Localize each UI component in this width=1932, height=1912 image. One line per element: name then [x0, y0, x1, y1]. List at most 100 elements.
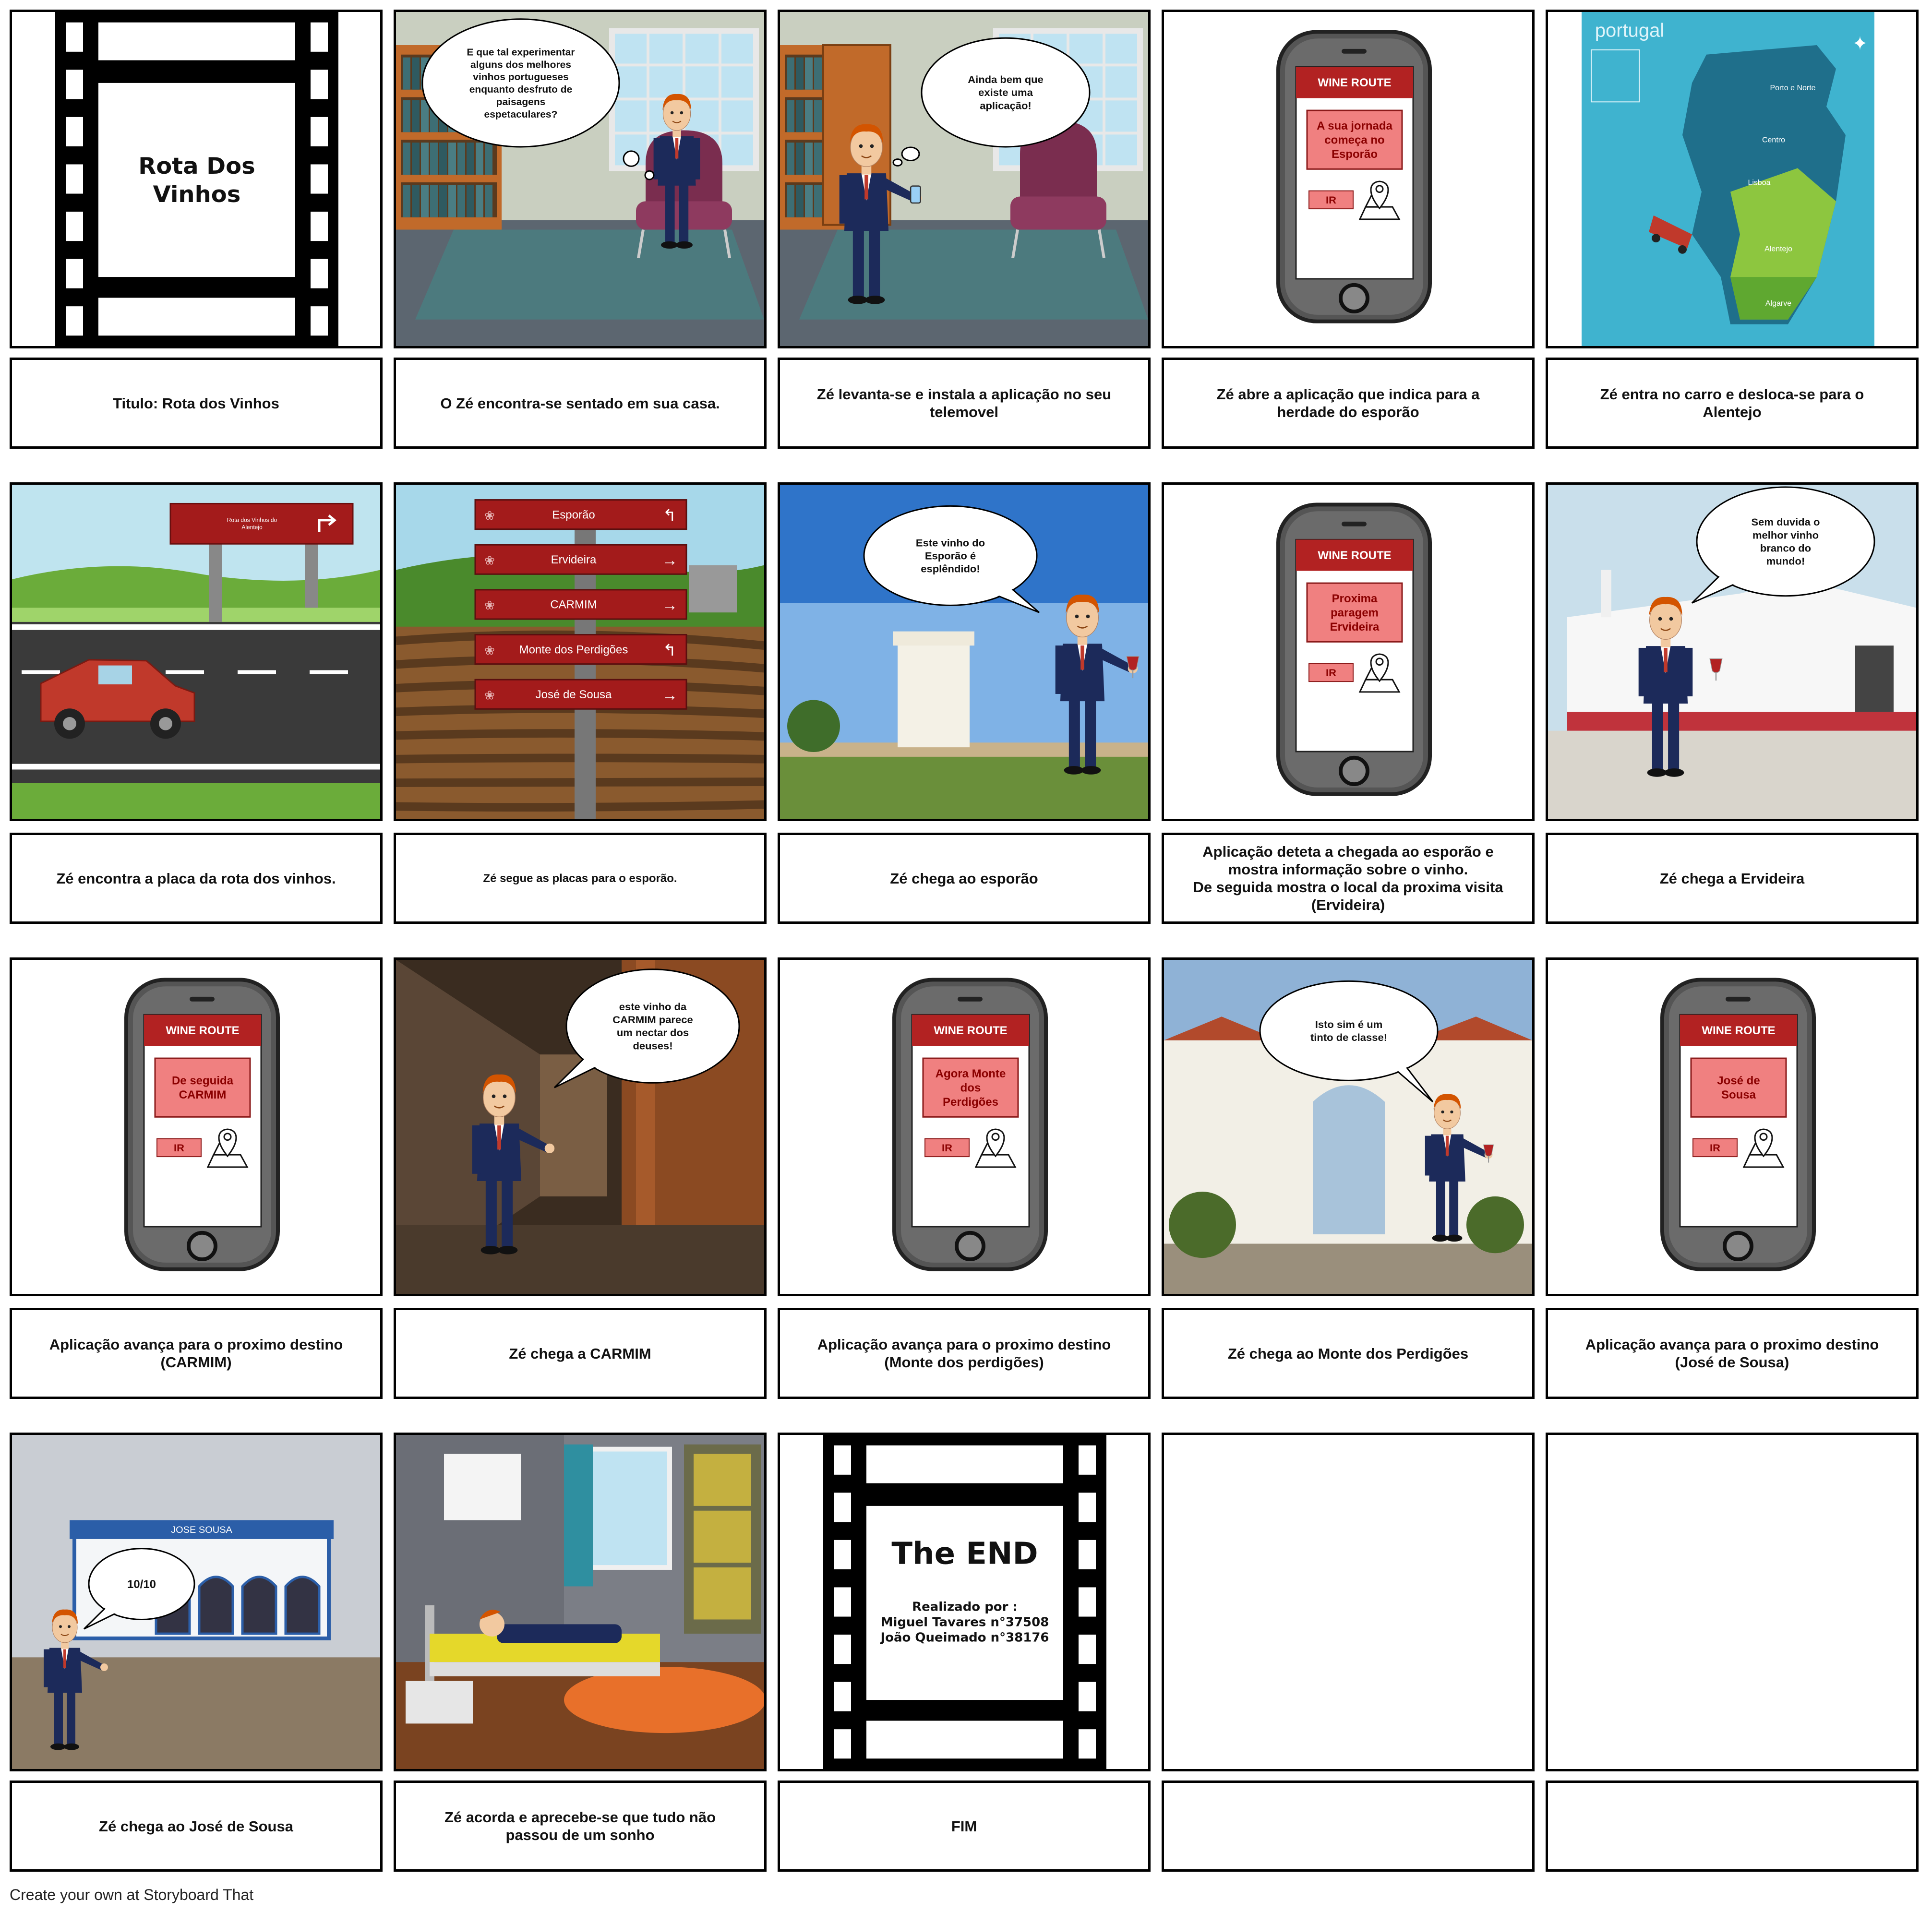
app-go-button[interactable]: IR — [924, 1138, 970, 1158]
map-pin-icon[interactable] — [1742, 1128, 1785, 1168]
farmhouse — [689, 565, 737, 613]
character-ze — [653, 94, 700, 249]
app-header: WINE ROUTE — [1702, 1024, 1775, 1037]
speech-text: Isto sim é um tinto de classe! — [1310, 1018, 1387, 1043]
grape-icon: ❀ — [484, 509, 495, 523]
signpost-label: José de Sousa — [536, 688, 612, 701]
grape-icon: ❀ — [484, 599, 495, 612]
panel-15-scene: WINE ROUTE José de Sousa IR — [1546, 957, 1919, 1296]
esporao-tower — [893, 631, 974, 748]
app-go-label: IR — [1326, 194, 1336, 206]
signpost-label: Monte dos Perdigões — [519, 644, 628, 657]
red-suv — [40, 659, 195, 739]
map-title: portugal — [1595, 20, 1665, 41]
map-region-label: Centro — [1762, 136, 1785, 144]
app-go-button[interactable]: IR — [1308, 190, 1354, 210]
panel-3-caption: Zé levanta-se e instala a aplicação no s… — [778, 358, 1151, 449]
app-header: WINE ROUTE — [1318, 76, 1391, 89]
app-header: WINE ROUTE — [934, 1024, 1007, 1037]
panel-8-caption: Zé chega ao esporão — [778, 833, 1151, 924]
map-region-label: Alentejo — [1764, 245, 1792, 253]
panel-9-caption: Aplicação deteta a chegada ao esporão e … — [1162, 833, 1535, 924]
arrow-left-icon: ↰ — [663, 641, 676, 659]
caption-text: Zé chega ao Monte dos Perdigões — [1227, 1345, 1469, 1362]
character-ze — [1055, 594, 1140, 775]
thought-text: E que tal experimentar alguns dos melhore… — [467, 47, 575, 120]
app-message-box — [1306, 109, 1403, 170]
building-sign: JOSE SOUSA — [171, 1525, 232, 1535]
phone-app: WINE ROUTE A sua jornada começa no Esporão I… — [1276, 30, 1432, 323]
panel-1-scene: Rota Dos Vinhos — [10, 10, 383, 348]
panel-8-scene: Este vinho do Esporão é esplêndido! — [778, 482, 1151, 821]
panel-20-caption — [1546, 1781, 1919, 1872]
panel-19-scene — [1162, 1433, 1535, 1771]
sign-pole — [209, 532, 222, 622]
map-region-label: Lisboa — [1748, 179, 1770, 187]
map-pin-icon[interactable] — [1358, 180, 1401, 220]
app-go-button[interactable]: IR — [1692, 1138, 1738, 1158]
caption-text: Aplicação avança para o proximo destino … — [49, 1336, 343, 1371]
panel-9-scene: WINE ROUTE Proxima paragem Ervideira IR — [1162, 482, 1535, 821]
app-message-box — [922, 1057, 1019, 1118]
panel-5-scene: portugal Porto e Norte Centro Lisboa Alentej… — [1546, 10, 1919, 348]
panel-6-caption: Zé encontra a placa da rota dos vinhos. — [10, 833, 383, 924]
grape-icon: ❀ — [484, 554, 495, 568]
phone-app: WINE ROUTE De seguida CARMIM IR — [124, 978, 280, 1271]
speech-bubble: este vinho da CARMIM parece um nectar dos d… — [553, 968, 740, 1088]
panel-16-scene: JOSE SOUSA 10/10 — [10, 1433, 383, 1771]
app-go-label: IR — [174, 1142, 184, 1154]
app-header-bar — [1296, 539, 1413, 571]
arrow-right-icon: → — [661, 551, 678, 570]
app-header: WINE ROUTE — [166, 1024, 239, 1037]
app-message-box — [154, 1057, 251, 1118]
speech-text: Ainda bem que existe uma aplicação! — [968, 73, 1044, 111]
map-pin-icon[interactable] — [974, 1128, 1017, 1168]
caption-text: Zé abre a aplicação que indica para a he… — [1216, 386, 1480, 420]
grape-icon: ❀ — [484, 689, 495, 703]
character-ze — [44, 1609, 108, 1750]
panel-14-caption: Zé chega ao Monte dos Perdigões — [1162, 1308, 1535, 1399]
caption-text: O Zé encontra-se sentado em sua casa. — [440, 394, 720, 412]
scene-title: Rota Dos Vinhos — [138, 153, 255, 208]
panel-11-caption: Aplicação avança para o proximo destino … — [10, 1308, 383, 1399]
app-message-box — [1306, 582, 1403, 643]
signpost-label: Ervideira — [551, 553, 597, 566]
app-go-label: IR — [942, 1142, 952, 1154]
jose-de-sousa-building: JOSE SOUSA — [70, 1520, 334, 1640]
caption-text: Aplicação avança para o proximo destino … — [1585, 1336, 1879, 1371]
speech-bubble: Isto sim é um tinto de classe! — [1259, 980, 1439, 1102]
wine-route-sign: Rota dos Vinhos do Alentejo — [169, 502, 354, 545]
panel-16-caption: Zé chega ao José de Sousa — [10, 1781, 383, 1872]
panel-17-scene — [394, 1433, 767, 1771]
panel-4-caption: Zé abre a aplicação que indica para a he… — [1162, 358, 1535, 449]
armchair — [1010, 120, 1106, 259]
caption-text: FIM — [951, 1817, 977, 1835]
app-message: Agora Monte dos Perdigões — [936, 1067, 1006, 1109]
credits-text: Realizado por : Miguel Tavares n°37508 Joã… — [879, 1600, 1049, 1645]
speech-bubble: Este vinho do Esporão é esplêndido! — [863, 505, 1040, 613]
panel-18-caption: FIM — [778, 1781, 1151, 1872]
app-go-button[interactable]: IR — [156, 1138, 202, 1158]
panel-10-scene: Sem duvida o melhor vinho branco do mundo! — [1546, 482, 1919, 821]
map-pin-icon[interactable] — [1358, 653, 1401, 693]
caption-text: Zé chega ao esporão — [890, 870, 1038, 887]
footer-credit[interactable]: Create your own at Storyboard That — [10, 1886, 254, 1903]
app-header-bar — [1296, 67, 1413, 98]
panel-4-scene: WINE ROUTE A sua jornada começa no Esporão I… — [1162, 10, 1535, 348]
app-go-button[interactable]: IR — [1308, 663, 1354, 682]
speech-bubble: 10/10 — [83, 1548, 195, 1630]
speech-text: 10/10 — [127, 1578, 156, 1591]
panel-2-scene: E que tal experimentar alguns dos melhore… — [394, 10, 767, 348]
map-pin-icon[interactable] — [206, 1128, 249, 1168]
thought-bubble: E que tal experimentar alguns dos melhore… — [421, 18, 655, 180]
compass-icon: ✦ — [1852, 33, 1868, 54]
signpost-2: CARMIM ❀ → — [474, 589, 687, 620]
caption-text: Zé chega a Ervideira — [1659, 870, 1805, 887]
app-header-bar — [144, 1015, 261, 1046]
panel-1-caption: Titulo: Rota dos Vinhos — [10, 358, 383, 449]
app-header-bar — [912, 1015, 1029, 1046]
tree — [787, 700, 840, 752]
signpost-3: Monte dos Perdigões ❀ ↰ — [474, 634, 687, 665]
panel-19-caption — [1162, 1781, 1535, 1872]
phone-app: WINE ROUTE Proxima paragem Ervideira IR — [1276, 502, 1432, 796]
